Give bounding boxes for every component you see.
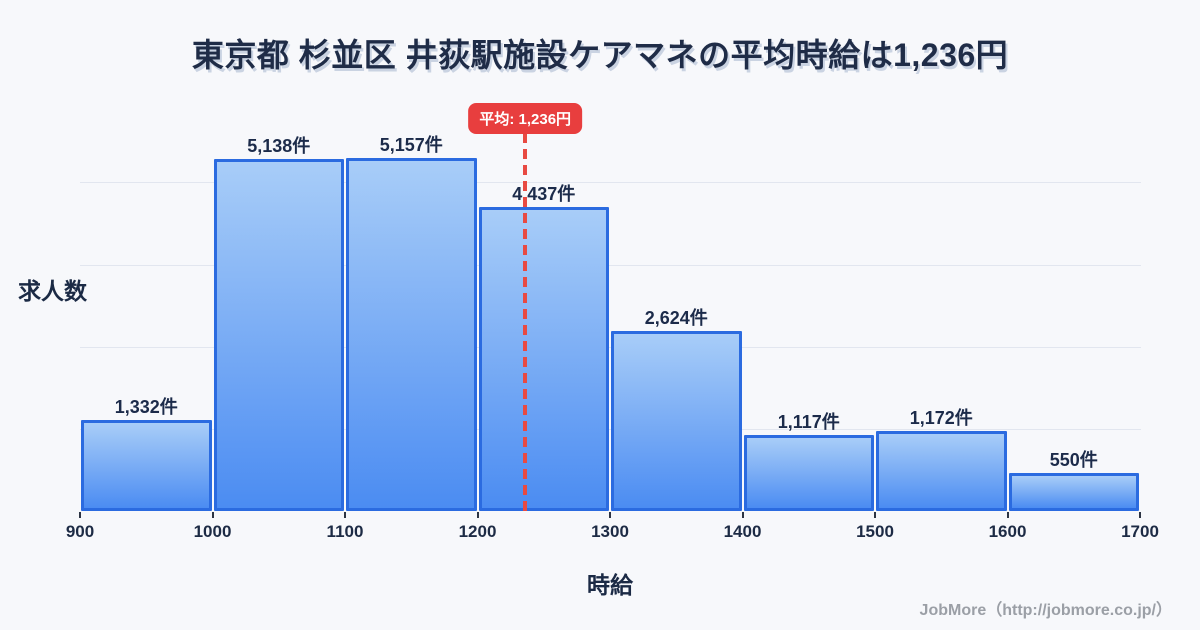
x-axis-tick-label: 1000 [193, 522, 232, 541]
average-badge: 平均: 1,236円 [468, 103, 583, 134]
bar-value-label: 550件 [1049, 450, 1098, 471]
x-axis-tick-label: 1100 [326, 522, 364, 541]
x-axis-tick-label: 1300 [591, 522, 629, 541]
bar-value-label: 1,117件 [777, 411, 840, 432]
x-axis-tick [79, 512, 81, 518]
bar-value-label: 5,138件 [247, 136, 311, 157]
average-dashed-line [523, 133, 528, 511]
x-axis-tick [609, 512, 611, 518]
x-axis-tick-label: 1200 [458, 522, 497, 541]
x-axis-tick [741, 512, 744, 518]
gridline [80, 346, 1141, 348]
footer-credit: JobMore（http://jobmore.co.jp/） [919, 602, 1172, 619]
bar-value-label: 1,172件 [909, 407, 973, 428]
x-axis-tick [874, 512, 876, 518]
histogram-bar [478, 207, 609, 511]
gridline [80, 264, 1141, 266]
x-axis-tick [476, 512, 479, 518]
x-axis-tick [1139, 512, 1141, 518]
x-axis-tick [211, 512, 214, 518]
bar-value-label: 4,437件 [512, 184, 576, 205]
x-axis-tick-label: 1500 [856, 522, 894, 541]
gridline [80, 182, 1141, 184]
histogram-bar [743, 434, 874, 511]
histogram-bar [81, 419, 212, 511]
x-axis-tick-label: 1700 [1121, 522, 1159, 541]
gridline [80, 428, 1141, 430]
bar-value-label: 2,624件 [644, 308, 708, 329]
x-axis-tick-label: 1400 [723, 522, 762, 541]
x-axis-tick [344, 512, 346, 518]
histogram-bar [1008, 473, 1139, 511]
y-axis-title: 求人数 [18, 278, 87, 304]
x-axis-tick [1006, 512, 1009, 518]
histogram-bar [346, 158, 477, 511]
chart-title: 東京都 杉並区 井荻駅施設ケアマネの平均時給は1,236円 [191, 37, 1009, 73]
x-axis-tick-label: 1600 [988, 522, 1027, 541]
x-axis-title: 時給 [587, 572, 633, 598]
histogram-bar [876, 430, 1007, 511]
bar-value-label: 5,157件 [379, 135, 443, 155]
x-axis-tick-label: 900 [65, 522, 95, 541]
histogram-bar [213, 159, 344, 511]
bar-value-label: 1,332件 [114, 396, 178, 417]
histogram-bar [611, 331, 742, 511]
